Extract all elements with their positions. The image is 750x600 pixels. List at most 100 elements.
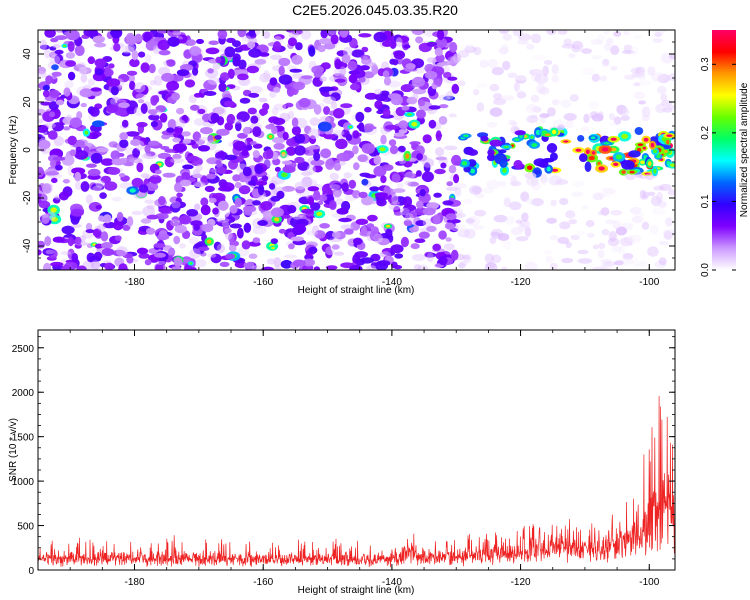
spectrogram-cell bbox=[186, 39, 196, 46]
spectrogram-cell bbox=[615, 226, 628, 236]
spectrogram-cell bbox=[205, 47, 220, 55]
spectrogram-cell bbox=[393, 132, 405, 137]
spectrogram-cell bbox=[112, 249, 126, 257]
spectrogram-cell bbox=[418, 231, 430, 239]
spectrogram-cell bbox=[203, 79, 217, 91]
spectrogram-cell-core bbox=[592, 151, 596, 155]
spectrogram-cell bbox=[181, 171, 191, 181]
spectrogram-cell bbox=[370, 226, 379, 236]
spectrogram-cell bbox=[352, 145, 359, 155]
spectrogram-cell bbox=[627, 234, 642, 244]
spectrogram-cell bbox=[549, 262, 558, 270]
spectrogram-cell bbox=[313, 190, 321, 201]
y-tick-label: -40 bbox=[22, 238, 33, 253]
spectrogram-cell bbox=[501, 95, 515, 101]
spectrogram-cell bbox=[445, 237, 452, 242]
spectrogram-cell bbox=[359, 65, 370, 71]
spectrogram-cell bbox=[520, 191, 530, 202]
spectrogram-cell bbox=[374, 100, 383, 110]
spectrogram-cell bbox=[155, 105, 167, 113]
spectrogram-cell bbox=[184, 79, 196, 88]
spectrogram-cell bbox=[343, 172, 352, 179]
spectrogram-cell bbox=[137, 99, 145, 104]
spectrogram-cell bbox=[280, 259, 293, 269]
spectrogram-cell bbox=[639, 189, 646, 200]
spectrogram-cell bbox=[443, 71, 452, 79]
spectrogram-cell bbox=[602, 30, 610, 35]
spectrogram-cell bbox=[70, 223, 82, 228]
spectrogram-cell bbox=[204, 185, 215, 193]
spectrogram-cell bbox=[79, 67, 92, 75]
spectrogram-cell bbox=[62, 179, 70, 184]
spectrogram-cell bbox=[435, 130, 442, 142]
spectrogram-cell-core bbox=[629, 170, 635, 174]
spectrogram-cell-core bbox=[406, 113, 413, 116]
spectrogram-cell bbox=[292, 215, 307, 220]
spectrogram-cell bbox=[214, 105, 227, 117]
spectrogram-cell bbox=[658, 257, 667, 266]
spectrogram-cell bbox=[323, 42, 336, 50]
spectrogram-cell bbox=[320, 62, 331, 70]
snr-y-ticks: 0 500 1000 1500 2000 2500 bbox=[12, 336, 675, 577]
spectrogram-cell bbox=[453, 173, 460, 184]
spectrogram-cell bbox=[137, 247, 148, 255]
spectrogram-cell bbox=[88, 201, 102, 212]
spectrogram-cell bbox=[237, 227, 244, 239]
spectrogram-cell bbox=[514, 130, 526, 136]
spectrogram-cell bbox=[273, 103, 287, 111]
spectrogram-cell bbox=[290, 236, 304, 242]
spectrogram-cell bbox=[361, 195, 374, 206]
spectrogram-cell bbox=[458, 262, 466, 269]
spectrogram-cell bbox=[486, 179, 500, 190]
spectrogram-cell bbox=[449, 41, 458, 53]
spectrogram-cell-core bbox=[585, 149, 590, 155]
spectrogram-cell bbox=[121, 119, 129, 128]
spectrogram-cell-core bbox=[653, 168, 657, 174]
spectrogram-cell bbox=[239, 97, 251, 104]
spectrogram-cell bbox=[333, 108, 345, 119]
spectrogram-cell bbox=[323, 134, 336, 140]
spectrogram-cell bbox=[503, 197, 511, 208]
spectrogram-y-ticks: -40 -20 0 20 40 bbox=[22, 29, 675, 271]
spectrogram-cell bbox=[281, 160, 293, 165]
spectrogram-cell bbox=[601, 187, 608, 196]
spectrogram-cell bbox=[463, 253, 472, 264]
spectrogram-cell bbox=[103, 214, 112, 224]
spectrogram-cell bbox=[118, 263, 128, 270]
spectrogram-cell bbox=[294, 156, 305, 164]
spectrogram-cell bbox=[529, 69, 543, 76]
spectrogram-cell bbox=[292, 226, 305, 235]
spectrogram-cell bbox=[525, 104, 538, 114]
spectrogram-cell bbox=[318, 121, 332, 132]
spectrogram-cell bbox=[64, 261, 78, 270]
spectrogram-cell bbox=[364, 92, 378, 100]
spectrogram-cell bbox=[634, 127, 644, 135]
spectrogram-cell bbox=[379, 251, 391, 258]
spectrogram-cell bbox=[167, 36, 180, 47]
spectrogram-cell bbox=[436, 62, 445, 67]
spectrogram-cell bbox=[640, 194, 649, 200]
spectrogram-cell bbox=[51, 122, 64, 132]
spectrogram-cell bbox=[40, 101, 51, 106]
spectrogram-cell bbox=[603, 43, 611, 51]
spectrogram-cell bbox=[336, 208, 349, 215]
spectrogram-cell bbox=[530, 177, 538, 186]
spectrogram-cell bbox=[49, 111, 56, 118]
spectrogram-cell bbox=[383, 76, 392, 86]
spectrogram-cell bbox=[87, 56, 96, 65]
spectrogram-cell bbox=[91, 183, 105, 191]
spectrogram-cell bbox=[160, 146, 170, 150]
spectrogram-cell bbox=[435, 147, 445, 157]
spectrogram-cell bbox=[404, 169, 413, 178]
x-tick-label: -140 bbox=[382, 277, 402, 288]
spectrogram-cell bbox=[181, 131, 191, 137]
spectrogram-cell bbox=[587, 232, 595, 238]
spectrogram-cell bbox=[530, 114, 538, 119]
spectrogram-cell bbox=[252, 143, 263, 149]
spectrogram-cell bbox=[304, 125, 312, 135]
spectrogram-cell bbox=[303, 258, 315, 267]
spectrogram-cell bbox=[415, 36, 424, 44]
spectrogram-cell bbox=[476, 83, 488, 89]
spectrogram-cell bbox=[41, 213, 49, 219]
spectrogram-cell bbox=[325, 159, 335, 170]
